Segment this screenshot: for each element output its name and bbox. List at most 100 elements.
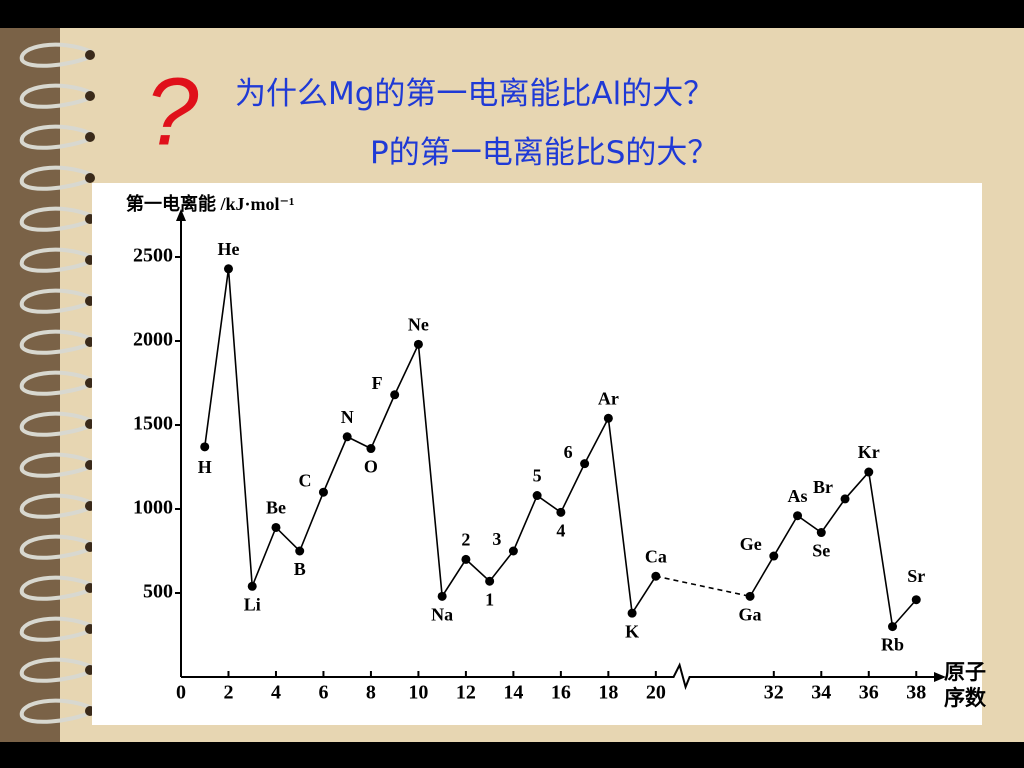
point-label: Ne <box>408 314 429 334</box>
point-label: Kr <box>858 442 880 462</box>
ring <box>19 411 93 437</box>
data-point <box>223 264 233 274</box>
data-point <box>627 608 637 618</box>
x-tick-label: 36 <box>859 682 879 704</box>
point-label: Ar <box>598 388 619 408</box>
ring <box>19 165 93 191</box>
ring-hole <box>85 132 95 142</box>
point-label: 6 <box>564 442 573 462</box>
x-tick-label: 0 <box>176 682 186 704</box>
y-tick-label: 2500 <box>133 245 173 267</box>
point-label: Br <box>813 477 833 497</box>
ring-hole <box>85 173 95 183</box>
point-label: 1 <box>485 589 494 609</box>
x-tick-label: 14 <box>503 682 523 704</box>
series-line <box>655 575 751 598</box>
x-axis <box>181 662 940 691</box>
ring <box>19 698 93 724</box>
data-point <box>556 507 566 517</box>
x-tick-label: 12 <box>456 682 476 704</box>
x-tick-label: 32 <box>764 682 784 704</box>
data-point <box>864 467 874 477</box>
ring <box>19 83 93 109</box>
x-tick-label: 8 <box>366 682 376 704</box>
data-point <box>485 576 495 586</box>
data-point <box>888 622 898 632</box>
data-point <box>769 551 779 561</box>
point-label: Sr <box>907 566 925 586</box>
data-point <box>295 546 305 556</box>
ring <box>19 575 93 601</box>
ring <box>19 206 93 232</box>
ring <box>19 329 93 355</box>
point-label: 4 <box>556 520 565 540</box>
data-point <box>366 444 376 454</box>
bottom-bar <box>0 742 1024 768</box>
data-point <box>200 442 210 452</box>
point-label: N <box>341 407 354 427</box>
series-line <box>749 470 917 629</box>
point-label: Se <box>812 541 830 561</box>
data-point <box>651 571 661 581</box>
point-label: 3 <box>492 529 501 549</box>
ring <box>19 452 93 478</box>
data-point <box>580 459 590 469</box>
point-label: 2 <box>461 530 470 550</box>
x-tick-label: 34 <box>811 682 831 704</box>
point-label: Ca <box>645 546 667 566</box>
point-label: B <box>294 559 306 579</box>
data-point <box>508 546 518 556</box>
point-label: Ga <box>739 604 762 624</box>
title-line: 为什么Mg的第一电离能比Al的大？ <box>235 76 714 112</box>
y-tick-label: 1000 <box>133 497 173 519</box>
data-point <box>247 581 257 591</box>
data-point <box>342 432 352 442</box>
point-label: K <box>625 621 639 641</box>
data-point <box>271 522 281 532</box>
data-point <box>816 528 826 538</box>
x-tick-label: 6 <box>318 682 328 704</box>
x-axis-arrow <box>934 672 946 682</box>
data-point <box>390 390 400 400</box>
data-point <box>911 595 921 605</box>
data-point <box>318 487 328 497</box>
x-tick-label: 18 <box>598 682 618 704</box>
data-point <box>461 554 471 564</box>
spiral-binding <box>19 42 95 724</box>
point-label: C <box>298 470 311 490</box>
point-label: Be <box>266 498 286 518</box>
point-label: He <box>217 239 239 259</box>
title-line: P的第一电离能比S的大？ <box>370 135 718 171</box>
series-line <box>203 268 657 616</box>
y-tick-label: 1500 <box>133 413 173 435</box>
x-tick-label: 16 <box>551 682 571 704</box>
x-tick-label: 10 <box>408 682 428 704</box>
y-axis-arrow <box>176 209 186 221</box>
data-point <box>413 339 423 349</box>
ring <box>19 370 93 396</box>
data-point <box>603 413 613 423</box>
top-bar <box>0 0 1024 28</box>
ring <box>19 493 93 519</box>
data-point <box>437 591 447 601</box>
point-label: Rb <box>881 635 904 655</box>
ring-hole <box>85 91 95 101</box>
data-point <box>532 491 542 501</box>
point-label: F <box>372 373 383 393</box>
ring <box>19 288 93 314</box>
x-tick-label: 4 <box>271 682 281 704</box>
ring <box>19 42 93 68</box>
ring <box>19 616 93 642</box>
x-tick-label: 20 <box>646 682 666 704</box>
y-axis-label: 第一电离能 /kJ·mol⁻¹ <box>126 193 294 214</box>
point-label: Li <box>244 594 261 614</box>
ring <box>19 657 93 683</box>
x-axis-label: 原子序数 <box>944 659 986 710</box>
point-label: O <box>364 457 378 477</box>
point-label: 5 <box>533 466 542 486</box>
point-label: Ge <box>740 534 762 554</box>
ring <box>19 247 93 273</box>
ring-hole <box>85 50 95 60</box>
